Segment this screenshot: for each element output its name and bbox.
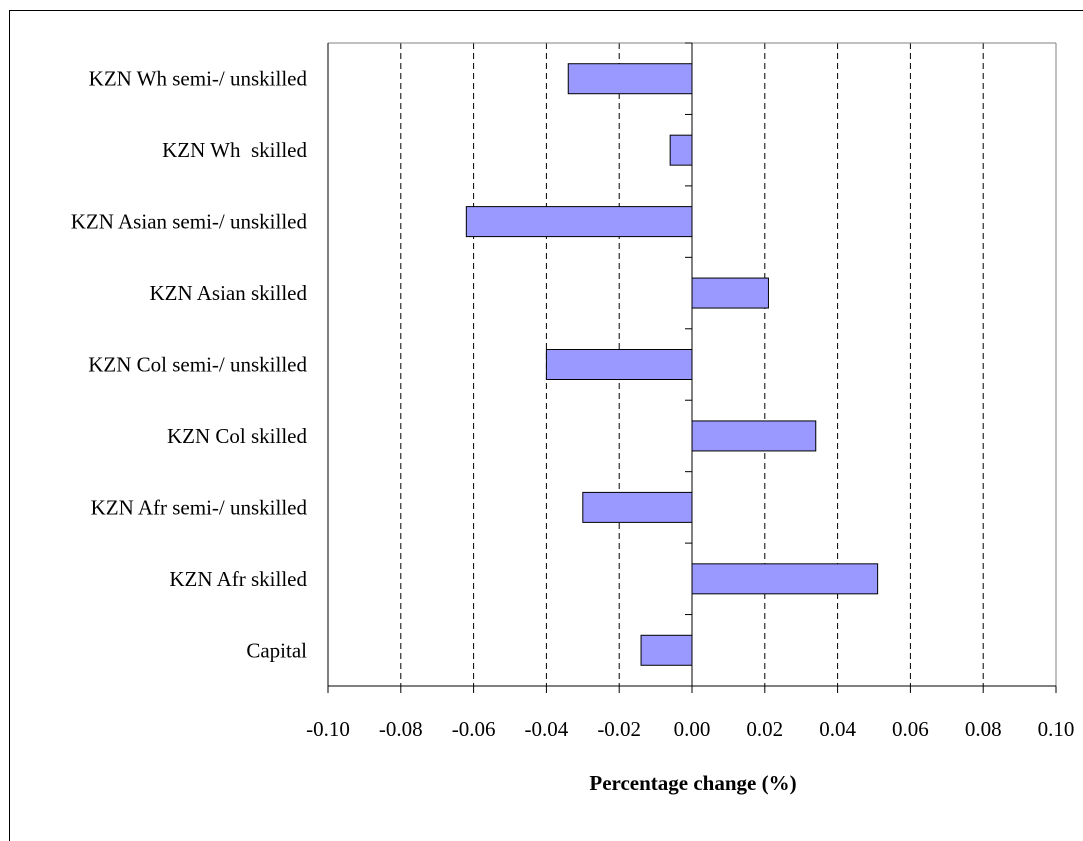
bar	[691, 277, 769, 309]
category-label: Capital	[246, 638, 307, 662]
tick-label: 0.02	[746, 717, 783, 741]
category-label: KZN Afr skilled	[169, 567, 307, 591]
tick-label: 0.04	[819, 717, 856, 741]
bar	[691, 563, 879, 595]
tick-label: -0.08	[379, 717, 423, 741]
bar	[567, 63, 693, 95]
bar	[691, 420, 817, 452]
bar	[669, 134, 693, 166]
category-labels: KZN Wh semi-/ unskilled KZN Wh skilled KZN…	[71, 67, 308, 663]
tick-label: 0.10	[1038, 717, 1075, 741]
tick-label: 0.00	[674, 717, 711, 741]
category-label: KZN Afr semi-/ unskilled	[91, 495, 308, 519]
tick-label: -0.06	[452, 717, 496, 741]
category-label: KZN Wh skilled	[162, 138, 307, 162]
tick-label: -0.02	[597, 717, 641, 741]
category-label: KZN Wh semi-/ unskilled	[89, 67, 308, 91]
bar	[640, 634, 693, 666]
axes	[327, 42, 1057, 693]
category-label: KZN Asian skilled	[150, 281, 308, 305]
tick-label: 0.06	[892, 717, 929, 741]
bar	[582, 491, 693, 523]
x-axis-title: Percentage change (%)	[589, 771, 796, 795]
category-label: KZN Col skilled	[167, 424, 307, 448]
tick-label: -0.10	[306, 717, 350, 741]
bar	[465, 206, 693, 238]
tick-label: 0.08	[965, 717, 1002, 741]
category-label: KZN Col semi-/ unskilled	[88, 353, 307, 377]
tick-label: -0.04	[525, 717, 569, 741]
bar	[545, 349, 693, 380]
tick-labels: -0.10 -0.08 -0.06 -0.04 -0.02 0.00 0.02 0.04 0.0…	[306, 717, 1074, 741]
bars	[465, 63, 879, 666]
category-label: KZN Asian semi-/ unskilled	[71, 210, 308, 234]
